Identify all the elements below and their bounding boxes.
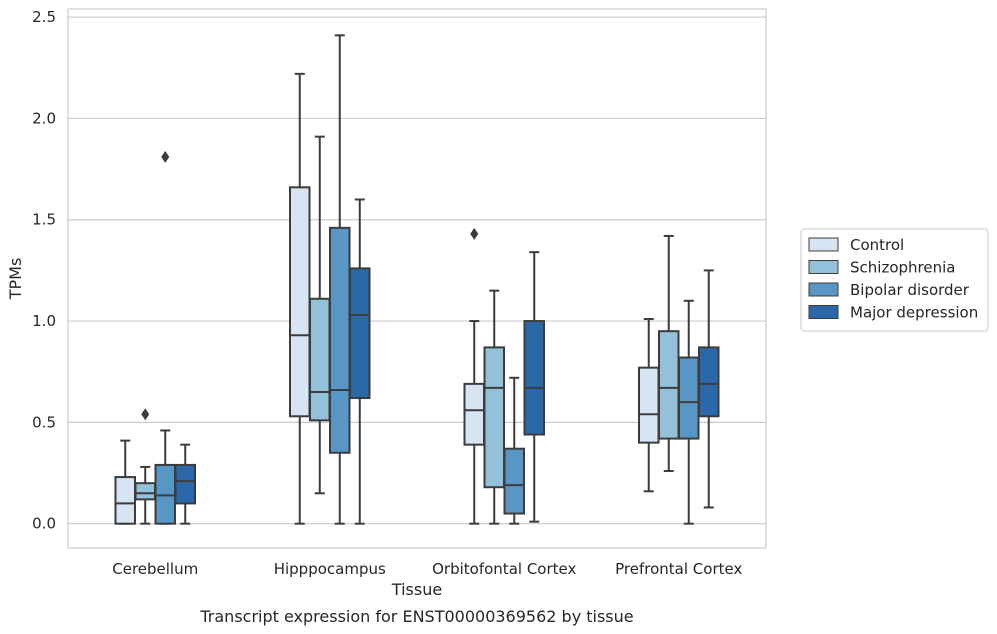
grid-lines xyxy=(68,16,766,525)
box-iqr xyxy=(503,447,525,515)
box-0-3 xyxy=(638,318,660,493)
box-1-0 xyxy=(134,408,156,525)
box-iqr xyxy=(154,463,176,525)
box-1-3 xyxy=(658,234,680,472)
box-3-0 xyxy=(174,443,196,525)
box-iqr xyxy=(463,382,485,446)
box-1-1 xyxy=(309,135,331,495)
legend-swatch xyxy=(808,260,839,274)
box-iqr xyxy=(523,320,545,436)
box-iqr xyxy=(638,366,660,444)
box-iqr xyxy=(349,267,371,400)
plot-area-frame xyxy=(67,8,767,549)
y-tick-label: 0.5 xyxy=(32,413,56,431)
legend-items: Control Schizophrenia Bipolar disorder Majo… xyxy=(808,236,978,322)
box-1-2 xyxy=(483,289,505,525)
box-0-1 xyxy=(289,72,311,525)
chart-caption: Transcript expression for ENST0000036956… xyxy=(199,607,633,626)
legend-label: Bipolar disorder xyxy=(850,281,970,299)
legend-swatch xyxy=(808,237,839,252)
box-2-3 xyxy=(678,299,700,525)
y-tick-labels: 0.0 0.5 1.0 1.5 2.0 2.5 xyxy=(32,8,56,533)
legend: Control Schizophrenia Bipolar disorder Majo… xyxy=(800,228,989,332)
box-2-2 xyxy=(503,376,525,525)
box-iqr xyxy=(174,463,196,505)
outlier-point xyxy=(470,227,479,240)
x-tick-label: Orbitofontal Cortex xyxy=(432,560,576,578)
box-0-2 xyxy=(463,227,485,525)
box-0-0 xyxy=(114,439,136,525)
x-tick-label: Prefrontal Cortex xyxy=(615,560,742,578)
box-3-3 xyxy=(698,269,720,509)
legend-frame xyxy=(800,228,989,332)
box-iqr xyxy=(289,186,311,418)
legend-label: Control xyxy=(850,236,904,254)
legend-swatch xyxy=(808,305,839,319)
box-iqr xyxy=(698,346,720,418)
x-tick-label: Cerebellum xyxy=(112,560,198,578)
x-tick-labels: Cerebellum Hipppocampus Orbitofontal Corte… xyxy=(112,560,742,578)
box-3-1 xyxy=(349,198,371,525)
legend-label: Major depression xyxy=(850,304,978,322)
box-iqr xyxy=(114,476,136,525)
box-iqr xyxy=(134,482,156,501)
box-3-2 xyxy=(523,251,545,523)
box-iqr xyxy=(309,297,331,422)
box-iqr xyxy=(678,356,700,440)
y-axis-label: TPMs xyxy=(6,258,25,301)
x-tick-label: Hipppocampus xyxy=(274,560,386,578)
y-tick-label: 1.0 xyxy=(32,312,56,330)
box-iqr xyxy=(329,226,351,454)
legend-label: Schizophrenia xyxy=(850,259,955,277)
y-tick-label: 0.0 xyxy=(32,515,56,533)
box-iqr xyxy=(658,330,680,440)
box-2-0 xyxy=(154,150,176,525)
x-axis-label: Tissue xyxy=(391,580,442,599)
box-iqr xyxy=(483,346,505,489)
outlier-point xyxy=(141,408,150,421)
legend-swatch xyxy=(808,282,839,297)
outlier-point xyxy=(161,150,170,163)
y-tick-label: 1.5 xyxy=(32,211,56,229)
box-2-1 xyxy=(329,34,351,525)
box-groups xyxy=(114,34,720,525)
y-tick-label: 2.0 xyxy=(32,109,56,127)
y-tick-label: 2.5 xyxy=(32,8,56,26)
